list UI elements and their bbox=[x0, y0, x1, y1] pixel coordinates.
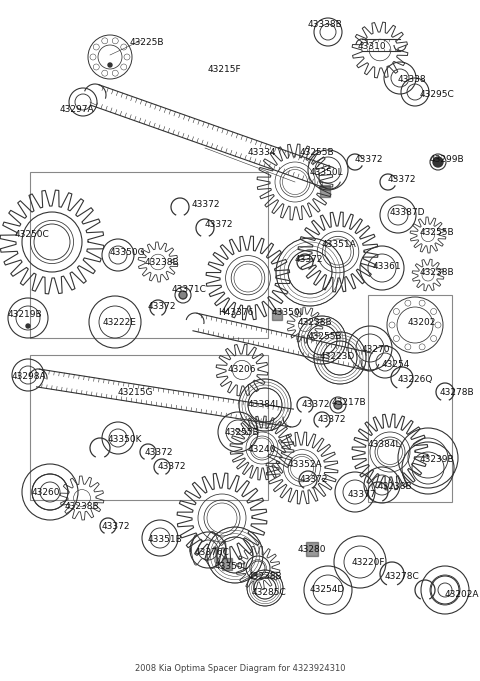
Text: 43376C: 43376C bbox=[195, 548, 230, 557]
Bar bbox=[30, 355, 268, 500]
Text: 43255B: 43255B bbox=[420, 228, 455, 237]
Text: 43372: 43372 bbox=[300, 475, 328, 484]
Text: 43351B: 43351B bbox=[148, 535, 183, 544]
Text: 43225B: 43225B bbox=[130, 38, 165, 47]
Text: 43299B: 43299B bbox=[430, 155, 465, 164]
Text: 43350L: 43350L bbox=[215, 562, 249, 571]
Text: 43372: 43372 bbox=[102, 522, 131, 531]
Text: 43255B: 43255B bbox=[308, 332, 343, 341]
Text: 43250C: 43250C bbox=[15, 230, 50, 239]
Text: 43372: 43372 bbox=[295, 255, 324, 264]
Text: 43217B: 43217B bbox=[332, 398, 367, 407]
Text: 43361: 43361 bbox=[373, 262, 402, 271]
Circle shape bbox=[179, 291, 187, 299]
Text: 43377: 43377 bbox=[348, 490, 377, 499]
Text: 43215G: 43215G bbox=[118, 388, 154, 397]
Text: H43376: H43376 bbox=[218, 308, 253, 317]
Circle shape bbox=[433, 157, 443, 167]
Text: 43215F: 43215F bbox=[208, 65, 241, 74]
Bar bbox=[320, 185, 330, 197]
Text: 43372: 43372 bbox=[145, 448, 173, 457]
Text: 43254: 43254 bbox=[382, 360, 410, 369]
Text: 43384L: 43384L bbox=[248, 400, 281, 409]
Text: 43222E: 43222E bbox=[103, 318, 137, 327]
Text: 43238B: 43238B bbox=[145, 258, 180, 267]
Text: 43384L: 43384L bbox=[368, 440, 401, 449]
Text: 43280: 43280 bbox=[298, 545, 326, 554]
Text: 43285C: 43285C bbox=[252, 588, 287, 597]
Bar bbox=[272, 310, 282, 320]
Text: 43260: 43260 bbox=[32, 488, 60, 497]
Bar bbox=[222, 558, 232, 570]
Text: 43387D: 43387D bbox=[390, 208, 425, 217]
Text: 43255B: 43255B bbox=[300, 148, 335, 157]
Text: 43298A: 43298A bbox=[12, 372, 47, 381]
Bar bbox=[30, 172, 268, 338]
Text: 43226Q: 43226Q bbox=[398, 375, 433, 384]
Text: 43338: 43338 bbox=[398, 75, 427, 84]
Text: 43372: 43372 bbox=[388, 175, 417, 184]
Text: 43372: 43372 bbox=[318, 415, 347, 424]
Text: 43295C: 43295C bbox=[420, 90, 455, 99]
Text: 43334: 43334 bbox=[248, 148, 276, 157]
Text: 43202A: 43202A bbox=[445, 590, 480, 599]
Text: 43278C: 43278C bbox=[385, 572, 420, 581]
Text: 43371C: 43371C bbox=[172, 285, 207, 294]
Bar bbox=[306, 542, 318, 556]
Text: 43297A: 43297A bbox=[60, 105, 95, 114]
Text: 43372: 43372 bbox=[355, 155, 384, 164]
Bar bbox=[368, 295, 452, 502]
Text: 43352A: 43352A bbox=[288, 460, 323, 469]
Text: 43202: 43202 bbox=[408, 318, 436, 327]
Text: 43372: 43372 bbox=[192, 200, 220, 209]
Text: 43350K: 43350K bbox=[108, 435, 143, 444]
Text: 43238B: 43238B bbox=[298, 318, 333, 327]
Text: 43220F: 43220F bbox=[352, 558, 385, 567]
Text: 43350G: 43350G bbox=[110, 248, 145, 257]
Text: 43351A: 43351A bbox=[322, 240, 357, 249]
Circle shape bbox=[334, 401, 342, 409]
Text: 43372: 43372 bbox=[158, 462, 187, 471]
Text: 43278B: 43278B bbox=[440, 388, 475, 397]
Text: 43223D: 43223D bbox=[320, 352, 355, 361]
Text: 43310: 43310 bbox=[358, 42, 386, 51]
Text: 43238B: 43238B bbox=[378, 482, 413, 491]
Text: 43238B: 43238B bbox=[420, 268, 455, 277]
Text: 43338B: 43338B bbox=[308, 20, 343, 29]
Text: 43270: 43270 bbox=[362, 345, 391, 354]
Text: 43206: 43206 bbox=[228, 365, 256, 374]
Text: 43372: 43372 bbox=[302, 400, 331, 409]
Circle shape bbox=[26, 324, 30, 328]
Text: 43372: 43372 bbox=[148, 302, 177, 311]
Text: 43240: 43240 bbox=[248, 445, 276, 454]
Text: 43238B: 43238B bbox=[65, 502, 100, 511]
Circle shape bbox=[108, 63, 112, 67]
Text: 43254D: 43254D bbox=[310, 585, 345, 594]
Text: 43255B: 43255B bbox=[225, 428, 260, 437]
Text: 43350J: 43350J bbox=[272, 308, 303, 317]
Text: 43238B: 43238B bbox=[248, 572, 283, 581]
Text: 2008 Kia Optima Spacer Diagram for 4323924310: 2008 Kia Optima Spacer Diagram for 43239… bbox=[135, 664, 345, 673]
Text: 43219B: 43219B bbox=[8, 310, 43, 319]
Text: 43239B: 43239B bbox=[420, 455, 455, 464]
Text: 43350L: 43350L bbox=[310, 168, 344, 177]
Text: 43372: 43372 bbox=[205, 220, 233, 229]
